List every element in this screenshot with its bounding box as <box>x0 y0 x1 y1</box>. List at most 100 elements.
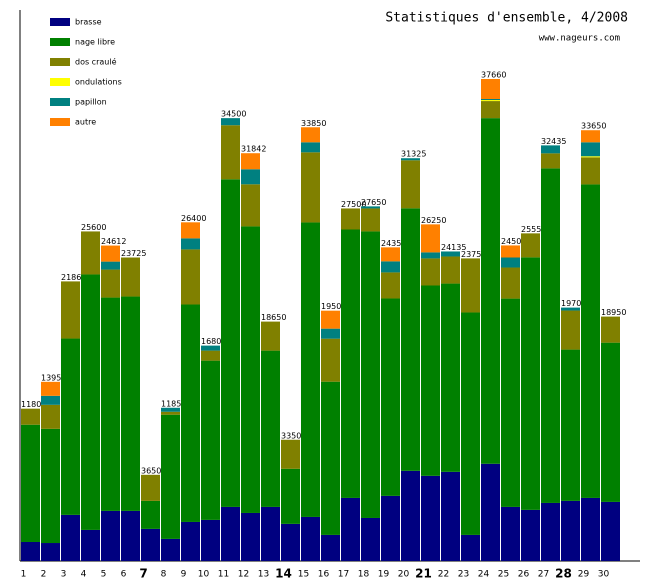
bar-segment <box>421 252 440 259</box>
chart-subtitle: www.nageurs.com <box>539 34 620 44</box>
bar-segment <box>441 256 460 284</box>
bar-segment <box>41 381 60 396</box>
bar-segment <box>521 233 540 258</box>
bar-segment <box>501 245 520 258</box>
x-tick-label: 9 <box>181 570 187 580</box>
x-tick-label: 25 <box>498 570 509 580</box>
bar-segment <box>581 184 600 498</box>
bar-segment <box>481 78 500 100</box>
x-tick-label: 29 <box>578 570 590 580</box>
bar-segment <box>301 516 320 561</box>
total-label: 31325 <box>401 150 426 159</box>
x-tick-label: 4 <box>81 570 87 580</box>
bar-segment <box>21 408 40 425</box>
bar-segment <box>221 179 240 507</box>
bar-segment <box>541 153 560 169</box>
bar-segment <box>161 414 180 539</box>
x-tick-label: 30 <box>598 570 610 580</box>
bar-segment <box>201 345 220 351</box>
bar-segment <box>541 145 560 154</box>
bar-segment <box>241 512 260 561</box>
bar-segment <box>261 321 280 351</box>
bar-segment <box>441 251 460 257</box>
bar-segment <box>541 502 560 561</box>
bar-segment <box>441 283 460 472</box>
x-tick-label: 22 <box>438 570 449 580</box>
chart-title: Statistiques d'ensemble, 4/2008 <box>385 11 628 26</box>
x-tick-label: 15 <box>298 570 309 580</box>
bar-segment <box>421 285 440 476</box>
bar-segment <box>581 157 600 185</box>
x-tick-label: 21 <box>415 567 432 580</box>
bar-segment <box>81 529 100 561</box>
x-tick-label: 20 <box>398 570 410 580</box>
bar-segment <box>521 257 540 510</box>
bar-segment <box>241 184 260 227</box>
bar-segment <box>61 514 80 561</box>
x-tick-label: 5 <box>101 570 107 580</box>
total-label: 1185 <box>161 399 181 408</box>
bar-segment <box>181 222 200 239</box>
bar-segment <box>261 350 280 507</box>
bar-segment <box>301 222 320 517</box>
x-tick-label: 16 <box>318 570 330 580</box>
x-tick-label: 11 <box>218 570 229 580</box>
legend-label: autre <box>75 118 96 127</box>
bar-segment <box>101 297 120 511</box>
bar-segment <box>561 310 580 350</box>
bar-segment <box>581 156 600 158</box>
bar-segment <box>121 257 140 297</box>
bar-segment <box>41 404 60 429</box>
bar-segment <box>361 517 380 561</box>
x-tick-label: 28 <box>555 567 572 580</box>
bar-segment <box>581 130 600 143</box>
bar-segment <box>461 534 480 561</box>
bar-segment <box>341 229 360 498</box>
bar-segment <box>601 342 620 502</box>
total-label: 18650 <box>261 313 286 322</box>
bar-segment <box>401 208 420 471</box>
x-tick-label: 27 <box>538 570 549 580</box>
bar-segment <box>461 258 480 313</box>
legend-label: dos craulé <box>75 57 117 67</box>
bar-segment <box>61 281 80 339</box>
total-label: 24135 <box>441 243 466 252</box>
bar-segment <box>361 208 380 232</box>
bar-segment <box>241 226 260 513</box>
bar-segment <box>281 523 300 561</box>
bar-segment <box>41 395 60 405</box>
bar-segment <box>181 521 200 561</box>
bar-segment <box>301 127 320 143</box>
bar-segment <box>401 160 420 209</box>
total-label: 3350 <box>281 431 301 440</box>
bar-segment <box>481 101 500 119</box>
x-tick-label: 12 <box>238 570 249 580</box>
x-tick-label: 1 <box>21 570 27 580</box>
bar-segment <box>221 118 240 126</box>
bar-segment <box>341 208 360 230</box>
total-label: 23725 <box>121 249 146 258</box>
bar-segment <box>201 350 220 361</box>
bar-segment <box>561 349 580 501</box>
bar-segment <box>401 470 420 561</box>
total-label: 2555 <box>521 225 541 234</box>
bar-segment <box>401 158 420 161</box>
bar-segment <box>141 500 160 529</box>
bar-segment <box>241 169 260 185</box>
bar-segment <box>141 528 160 561</box>
bar-segment <box>221 506 240 561</box>
total-label: 2375 <box>461 250 481 259</box>
total-label: 34500 <box>221 110 246 119</box>
x-tick-label: 14 <box>275 567 292 580</box>
bar-segment <box>321 310 340 329</box>
total-label: 18950 <box>601 308 626 317</box>
bar-segment <box>241 153 260 170</box>
x-tick-label: 19 <box>378 570 390 580</box>
x-tick-label: 10 <box>198 570 210 580</box>
x-tick-label: 2 <box>41 570 47 580</box>
bar-segment <box>481 99 500 101</box>
bar-segment <box>121 296 140 511</box>
legend-swatch <box>50 78 70 86</box>
bar-segment <box>581 142 600 157</box>
x-tick-label: 26 <box>518 570 530 580</box>
